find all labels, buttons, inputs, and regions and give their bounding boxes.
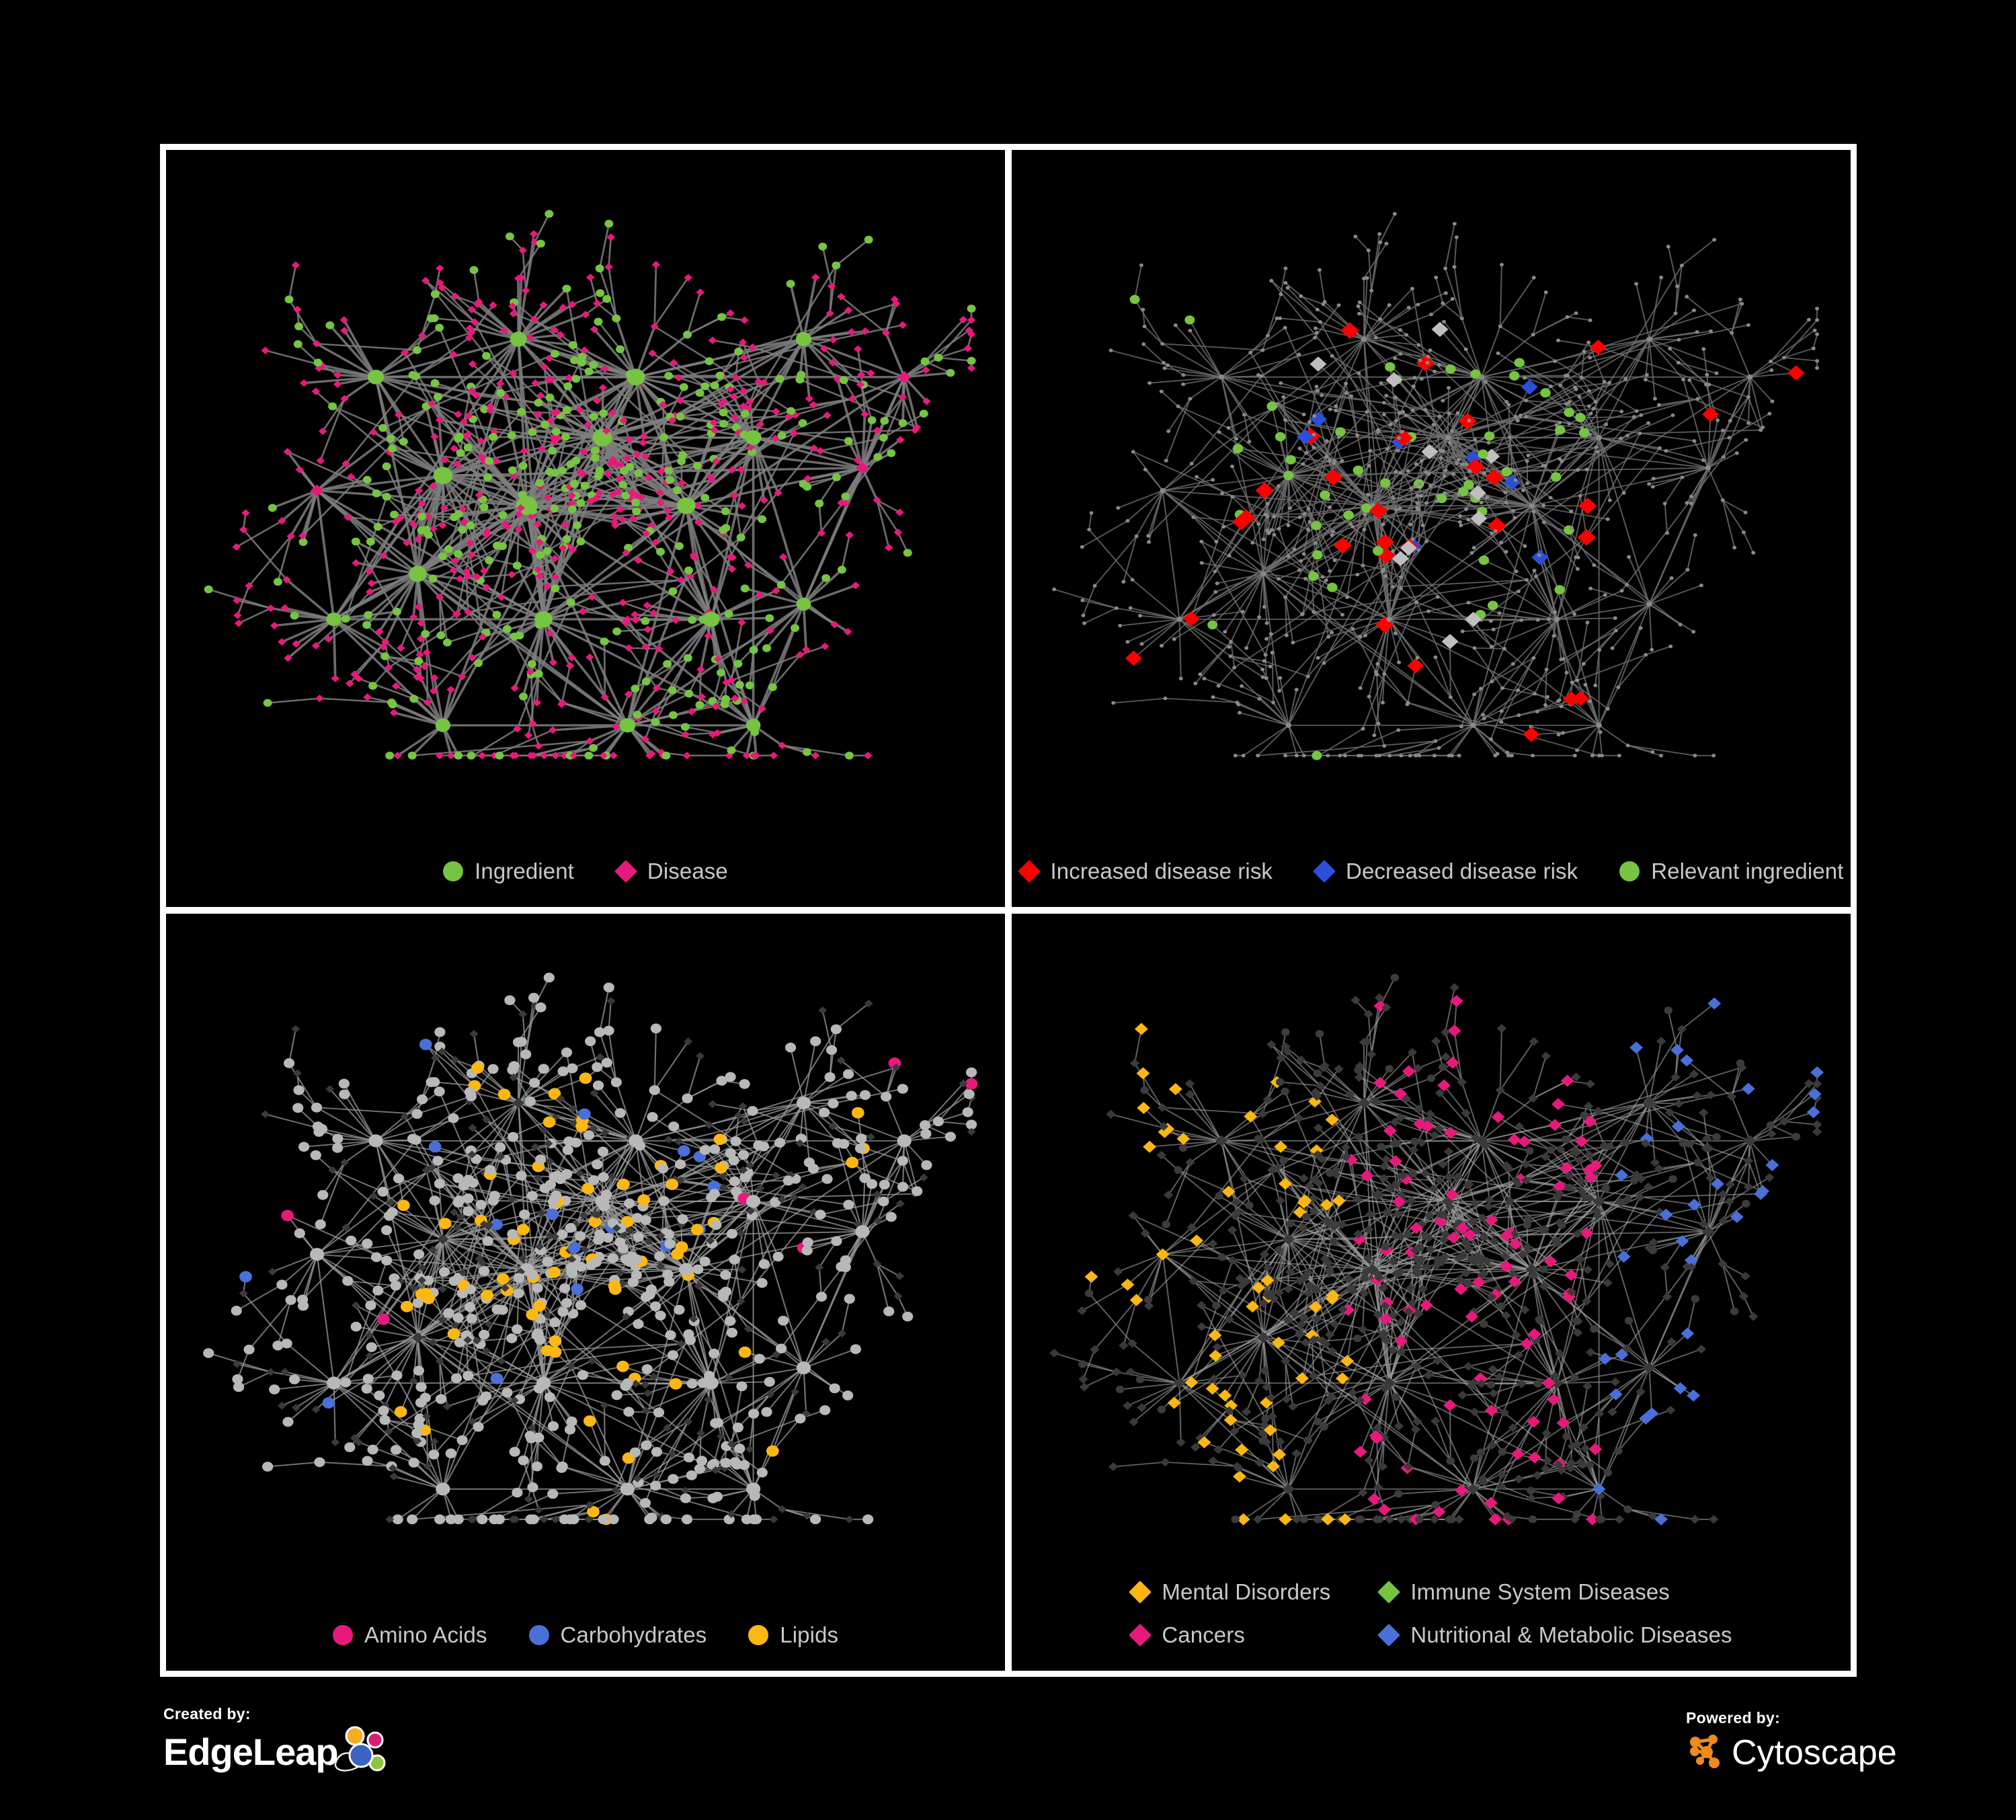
edgeleap-wordmark: EdgeLeap — [163, 1730, 339, 1773]
panel-grid: Ingredient Disease Increased disease ris… — [160, 144, 1857, 1677]
panel-ingredient-disease[interactable]: Ingredient Disease — [166, 150, 1005, 907]
cytoscape-wordmark: Cytoscape — [1732, 1733, 1897, 1772]
network-canvas-4[interactable] — [1012, 914, 1851, 1671]
panel-disease-class[interactable]: Mental Disorders Immune System Diseases … — [1012, 914, 1851, 1671]
network-canvas-3[interactable] — [166, 914, 1005, 1671]
created-by-label: Created by: — [163, 1705, 251, 1723]
panel-disease-risk[interactable]: Increased disease risk Decreased disease… — [1012, 150, 1851, 907]
powered-by-label: Powered by: — [1686, 1709, 1781, 1727]
edgeleap-logo-icon — [333, 1726, 391, 1778]
edgeleap-branding[interactable]: Created by: EdgeLeap — [163, 1705, 391, 1778]
panel-nutrient-class[interactable]: Amino Acids Carbohydrates Lipids — [166, 914, 1005, 1671]
cytoscape-branding[interactable]: Powered by: — [1686, 1709, 1897, 1775]
figure-footer: Created by: EdgeLeap — [0, 1688, 2016, 1820]
network-canvas-2[interactable] — [1012, 150, 1851, 907]
network-canvas-1[interactable] — [166, 150, 1005, 907]
cytoscape-logo-icon — [1686, 1730, 1728, 1775]
